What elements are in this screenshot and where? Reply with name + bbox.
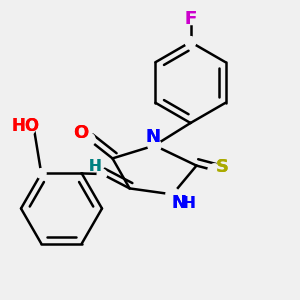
Text: N: N xyxy=(146,128,160,146)
Text: H: H xyxy=(88,159,101,174)
Text: S: S xyxy=(215,158,229,176)
Text: O: O xyxy=(74,124,88,142)
Text: H: H xyxy=(88,159,101,174)
Circle shape xyxy=(37,169,46,178)
Text: HO: HO xyxy=(11,117,40,135)
Text: F: F xyxy=(184,11,196,28)
Text: N: N xyxy=(146,128,160,146)
Circle shape xyxy=(208,164,221,177)
Text: N: N xyxy=(171,194,186,212)
Text: O: O xyxy=(74,124,88,142)
Text: HO: HO xyxy=(11,117,40,135)
Text: F: F xyxy=(184,11,196,28)
Circle shape xyxy=(15,116,36,136)
Circle shape xyxy=(97,169,107,179)
Circle shape xyxy=(82,133,95,146)
Text: N: N xyxy=(171,194,186,212)
Text: H: H xyxy=(183,196,195,211)
Circle shape xyxy=(148,139,161,152)
Circle shape xyxy=(166,188,179,201)
Text: S: S xyxy=(215,158,229,176)
Text: H: H xyxy=(183,196,195,211)
Circle shape xyxy=(185,37,196,47)
